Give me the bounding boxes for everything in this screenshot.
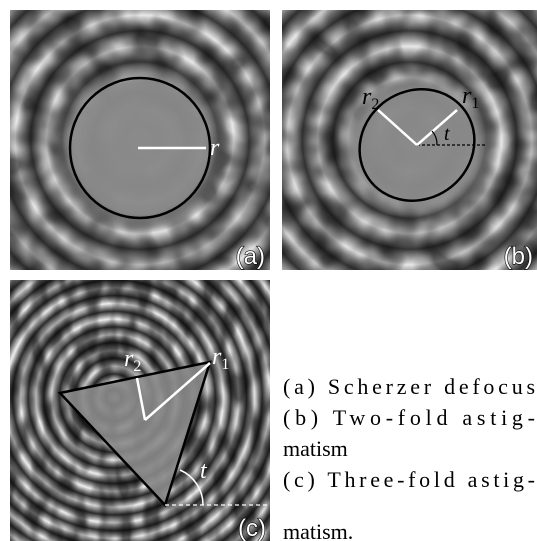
circle	[68, 76, 212, 220]
radius-label: r2	[362, 84, 379, 113]
symbol: r	[362, 84, 372, 110]
radius-label: r1	[462, 83, 479, 112]
panel-label: (a)	[236, 243, 265, 270]
radius-line	[416, 109, 458, 146]
symbol: r	[124, 346, 134, 372]
radius-line	[144, 362, 211, 421]
panel-b: r2 r1 t (b)	[282, 10, 537, 271]
panel-c: r2 r1 t (c)	[10, 280, 270, 541]
subscript: 2	[371, 96, 379, 113]
subscript: 1	[221, 356, 229, 373]
panel-a: r (a)	[10, 10, 270, 271]
radius-label: r2	[124, 346, 141, 375]
triangle	[57, 360, 212, 508]
caption-line: matism	[283, 436, 348, 461]
angle-arc	[431, 130, 438, 146]
subscript: 2	[133, 358, 141, 375]
caption-line: (c) Three-fold astig-	[283, 467, 535, 492]
subscript: 1	[471, 95, 479, 112]
radius-line	[377, 109, 418, 146]
panel-label: (c)	[238, 515, 266, 541]
radius-line	[135, 377, 147, 421]
symbol: r	[212, 344, 222, 370]
radius-label: r1	[212, 344, 229, 373]
caption-line: (b) Two-fold astig-	[283, 405, 535, 430]
caption-line: (a) Scherzer defocus	[283, 374, 535, 399]
angle-label: t	[444, 123, 450, 145]
panel-label: (b)	[504, 243, 533, 270]
symbol: r	[462, 83, 472, 109]
center-region	[60, 362, 210, 505]
caption-line: matism.	[283, 519, 353, 541]
angle-arc	[179, 469, 204, 506]
angle-label: t	[200, 458, 208, 484]
caption: (a) Scherzer defocus (b) Two-fold astig-…	[283, 374, 535, 541]
radius-label: r	[210, 135, 220, 161]
ellipse	[358, 88, 476, 202]
